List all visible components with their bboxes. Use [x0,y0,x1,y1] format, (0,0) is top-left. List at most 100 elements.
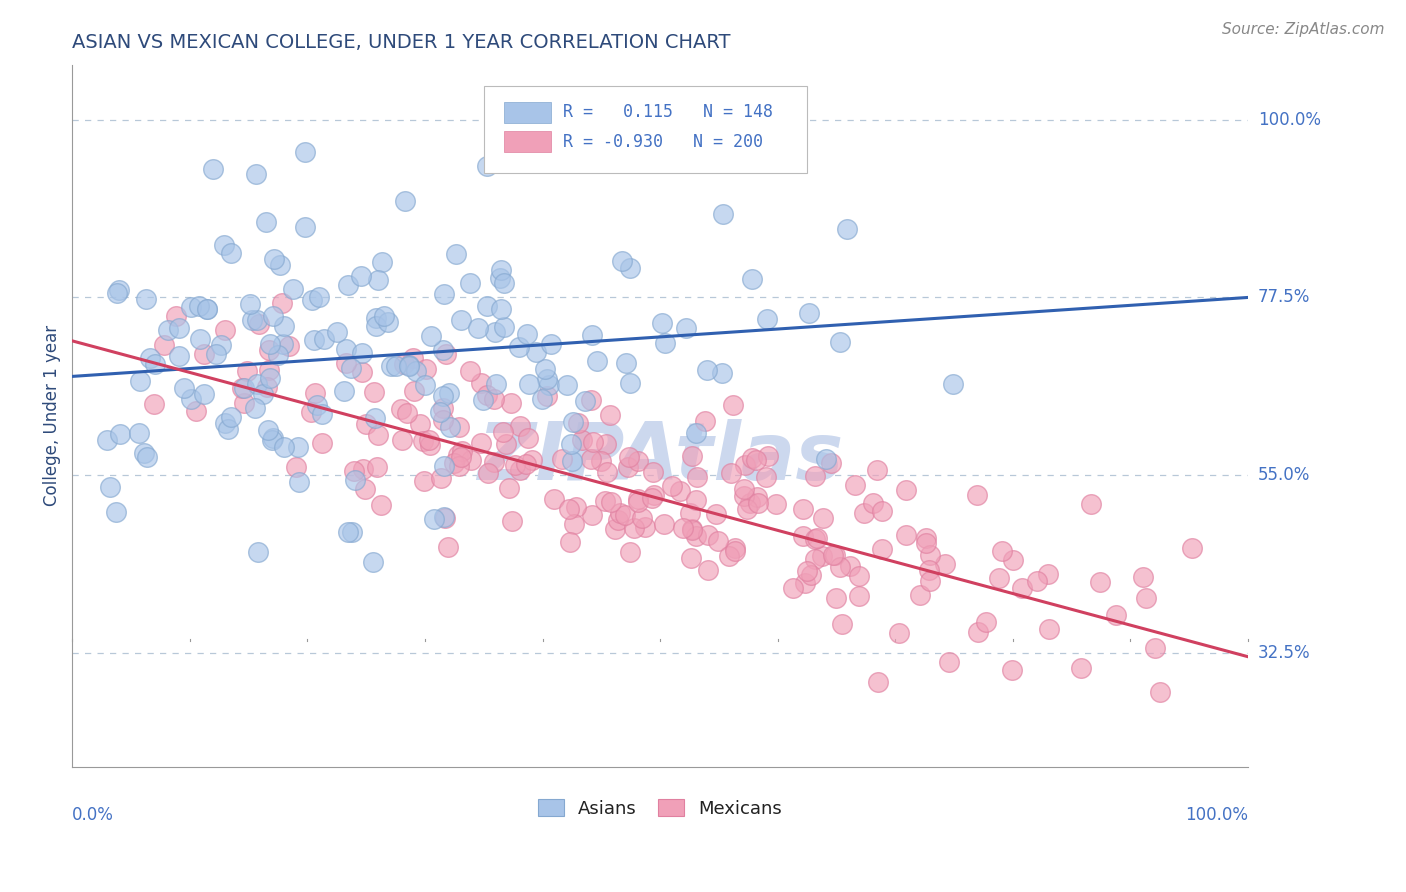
Point [831,617,853,632]
Point [681,551,703,566]
Point [219,409,242,424]
Point [686,470,709,484]
Point [231,381,253,395]
Point [311,407,333,421]
Point [299,405,322,419]
Point [585,353,607,368]
Point [247,544,270,558]
Point [447,449,470,463]
Point [402,351,425,366]
Point [433,510,456,524]
Point [336,277,359,292]
Point [696,363,718,377]
Point [804,469,827,483]
Point [630,510,652,524]
Point [485,377,508,392]
Point [581,328,603,343]
Point [477,299,499,313]
Point [681,449,703,463]
Point [391,433,413,447]
Point [366,460,388,475]
Point [824,549,846,563]
Point [433,287,456,301]
Point [363,384,385,399]
Point [616,459,638,474]
Point [870,541,893,556]
Point [269,258,291,272]
Point [711,366,734,380]
Point [350,268,373,283]
Point [614,356,637,370]
Point [634,520,657,534]
Text: Source: ZipAtlas.com: Source: ZipAtlas.com [1222,22,1385,37]
Point [246,312,269,326]
Point [848,589,870,603]
Point [259,371,281,385]
Point [204,347,226,361]
Point [509,463,531,477]
Point [439,420,461,434]
Point [450,450,472,465]
Point [245,167,267,181]
Point [1135,591,1157,605]
Point [202,161,225,176]
Point [619,260,641,275]
Point [508,340,530,354]
Point [214,417,236,431]
Point [96,433,118,447]
Point [444,247,467,261]
Point [509,418,531,433]
Point [419,438,441,452]
Point [271,337,294,351]
Point [412,434,434,448]
Point [852,506,875,520]
Point [499,395,522,409]
Point [471,392,494,407]
Point [797,306,820,320]
Point [641,491,664,505]
Point [914,535,936,549]
Point [352,461,374,475]
Text: 100.0%: 100.0% [1258,111,1320,128]
Point [477,466,499,480]
Point [672,521,695,535]
Point [517,377,540,392]
Legend: Asians, Mexicans: Asians, Mexicans [531,792,789,825]
Point [711,207,734,221]
Point [273,440,295,454]
Point [558,502,581,516]
Point [567,416,589,430]
Point [661,479,683,493]
Point [193,386,215,401]
Point [302,333,325,347]
Point [285,460,308,475]
Point [257,363,280,377]
Point [398,358,420,372]
Point [747,490,769,504]
Point [340,360,363,375]
Text: 0.0%: 0.0% [72,805,114,824]
Text: R =   0.115   N = 148: R = 0.115 N = 148 [562,103,772,121]
Point [623,521,645,535]
Point [740,496,762,510]
Point [267,348,290,362]
Point [420,329,443,343]
Point [741,272,763,286]
Point [866,463,889,477]
Point [988,571,1011,585]
Point [516,326,538,341]
Point [515,458,537,472]
Point [475,159,498,173]
Point [252,386,274,401]
Point [582,435,605,450]
Point [262,431,284,445]
Point [402,384,425,398]
Point [720,467,742,481]
Point [581,508,603,522]
Point [721,398,744,412]
Point [364,310,387,325]
Point [619,376,641,390]
Point [745,452,768,467]
Point [449,458,471,473]
Point [540,337,562,351]
